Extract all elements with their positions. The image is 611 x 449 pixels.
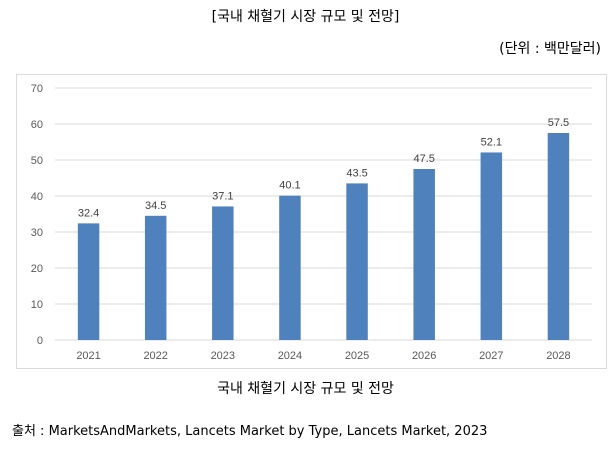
x-tick-label: 2024 bbox=[278, 350, 302, 362]
bar bbox=[346, 183, 368, 340]
x-tick-label: 2021 bbox=[76, 350, 100, 362]
bar bbox=[413, 169, 435, 340]
bar bbox=[480, 152, 503, 340]
bar bbox=[547, 133, 570, 340]
y-tick-label: 10 bbox=[31, 299, 43, 311]
chart-caption: 국내 채혈기 시장 규모 및 전망 bbox=[217, 381, 394, 397]
y-tick-label: 50 bbox=[31, 155, 43, 167]
bar bbox=[212, 206, 234, 340]
data-label: 43.5 bbox=[346, 167, 367, 179]
bar bbox=[279, 195, 301, 340]
unit-label: (단위 : 백만달러) bbox=[499, 41, 601, 57]
y-tick-label: 40 bbox=[31, 191, 43, 203]
figure-title: [국내 채혈기 시장 규모 및 전망] bbox=[211, 9, 400, 25]
y-tick-label: 30 bbox=[31, 227, 43, 239]
chart-area: 0 10 20 30 40 50 60 70 32.4 2021 34.5 2022 37.1 2023 4… bbox=[16, 74, 607, 369]
y-tick-label: 0 bbox=[37, 335, 43, 347]
x-tick-label: 2027 bbox=[479, 350, 503, 362]
data-label: 57.5 bbox=[548, 117, 569, 129]
x-tick-label: 2025 bbox=[345, 350, 369, 362]
x-tick-label: 2028 bbox=[546, 350, 570, 362]
x-tick-label: 2023 bbox=[211, 350, 235, 362]
bar bbox=[144, 215, 167, 340]
x-tick-label: 2026 bbox=[412, 350, 436, 362]
data-label: 47.5 bbox=[413, 153, 434, 165]
data-label: 34.5 bbox=[145, 200, 166, 212]
x-tick-label: 2022 bbox=[143, 350, 167, 362]
data-label: 32.4 bbox=[78, 207, 99, 219]
data-label: 52.1 bbox=[481, 136, 502, 148]
data-label: 40.1 bbox=[279, 180, 300, 192]
y-tick-label: 60 bbox=[31, 119, 43, 131]
data-label: 37.1 bbox=[212, 190, 233, 202]
source-note: 출처 : MarketsAndMarkets, Lancets Market b… bbox=[12, 424, 488, 439]
y-tick-label: 70 bbox=[31, 83, 43, 95]
bar bbox=[77, 223, 100, 340]
bar-chart: 0 10 20 30 40 50 60 70 32.4 2021 34.5 2022 37.1 2023 4… bbox=[31, 83, 592, 362]
y-tick-label: 20 bbox=[31, 263, 43, 275]
